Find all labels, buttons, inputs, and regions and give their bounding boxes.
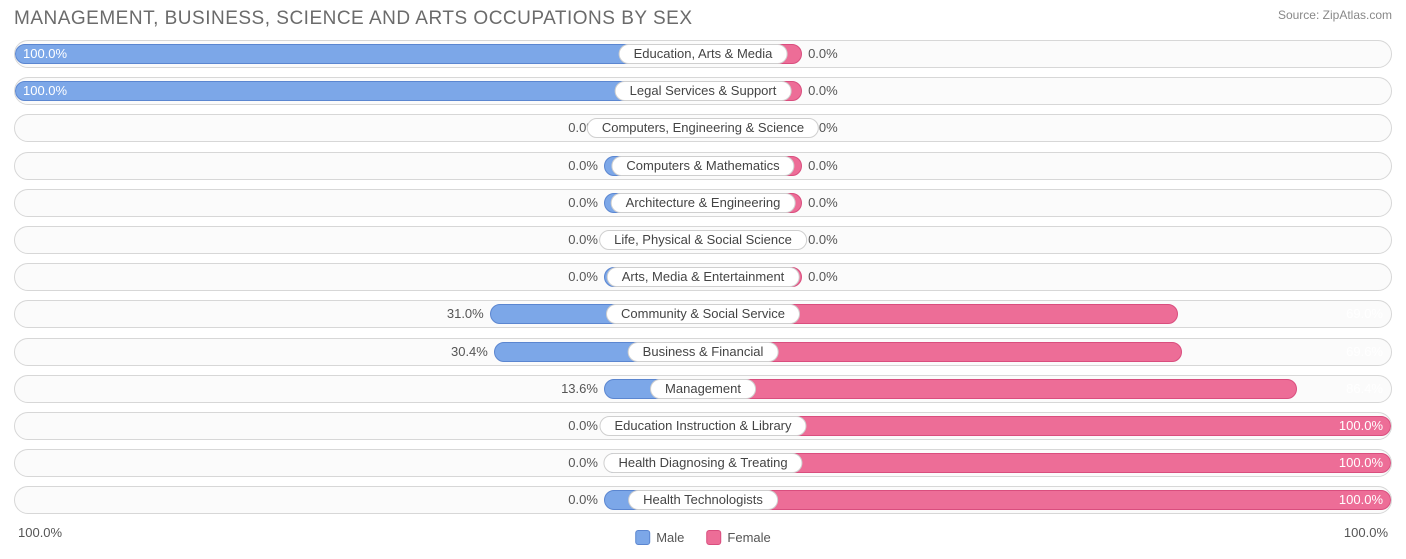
- category-label: Computers & Mathematics: [611, 156, 794, 176]
- male-value: 30.4%: [451, 339, 488, 365]
- chart-row: 100.0% 0.0% Legal Services & Support: [14, 77, 1392, 105]
- chart-row: 0.0% 100.0% Health Diagnosing & Treating: [14, 449, 1392, 477]
- chart-row: 0.0% 100.0% Education Instruction & Librar…: [14, 412, 1392, 440]
- chart-legend: Male Female: [635, 530, 771, 545]
- chart-row: 30.4% 69.6% Business & Financial: [14, 338, 1392, 366]
- category-label: Computers, Engineering & Science: [587, 118, 819, 138]
- female-bar: [703, 379, 1297, 399]
- male-value: 13.6%: [561, 376, 598, 402]
- category-label: Education, Arts & Media: [619, 44, 788, 64]
- male-value: 100.0%: [23, 78, 67, 104]
- female-value: 100.0%: [1339, 487, 1383, 513]
- female-value: 0.0%: [808, 78, 838, 104]
- axis-left-label: 100.0%: [18, 525, 62, 540]
- male-value: 0.0%: [568, 190, 598, 216]
- category-label: Education Instruction & Library: [599, 416, 806, 436]
- chart-row: 0.0% 0.0% Computers & Mathematics: [14, 152, 1392, 180]
- male-bar: [15, 81, 703, 101]
- chart-row: 100.0% 0.0% Education, Arts & Media: [14, 40, 1392, 68]
- legend-label-female: Female: [727, 530, 770, 545]
- chart-row: 0.0% 0.0% Architecture & Engineering: [14, 189, 1392, 217]
- category-label: Business & Financial: [628, 342, 779, 362]
- legend-item-male: Male: [635, 530, 684, 545]
- axis-right-label: 100.0%: [1344, 525, 1388, 540]
- male-value: 0.0%: [568, 227, 598, 253]
- male-value: 0.0%: [568, 264, 598, 290]
- chart-row: 31.0% 69.0% Community & Social Service: [14, 300, 1392, 328]
- chart-title: MANAGEMENT, BUSINESS, SCIENCE AND ARTS O…: [14, 8, 693, 30]
- legend-label-male: Male: [656, 530, 684, 545]
- occupations-by-sex-chart: MANAGEMENT, BUSINESS, SCIENCE AND ARTS O…: [0, 0, 1406, 559]
- chart-row: 13.6% 86.4% Management: [14, 375, 1392, 403]
- chart-header: MANAGEMENT, BUSINESS, SCIENCE AND ARTS O…: [14, 8, 1392, 30]
- category-label: Community & Social Service: [606, 304, 800, 324]
- female-value: 100.0%: [1339, 413, 1383, 439]
- female-bar: [703, 490, 1391, 510]
- chart-row: 0.0% 100.0% Health Technologists: [14, 486, 1392, 514]
- male-value: 0.0%: [568, 450, 598, 476]
- female-value: 0.0%: [808, 190, 838, 216]
- male-value: 0.0%: [568, 413, 598, 439]
- category-label: Health Diagnosing & Treating: [603, 453, 802, 473]
- male-value: 31.0%: [447, 301, 484, 327]
- legend-item-female: Female: [706, 530, 770, 545]
- chart-source: Source: ZipAtlas.com: [1278, 8, 1392, 22]
- female-bar: [703, 453, 1391, 473]
- female-swatch-icon: [706, 530, 721, 545]
- female-value: 86.4%: [1346, 376, 1383, 402]
- female-value: 100.0%: [1339, 450, 1383, 476]
- chart-row: 0.0% 0.0% Arts, Media & Entertainment: [14, 263, 1392, 291]
- male-value: 100.0%: [23, 41, 67, 67]
- female-value: 69.0%: [1346, 301, 1383, 327]
- female-value: 0.0%: [808, 153, 838, 179]
- category-label: Management: [650, 379, 756, 399]
- male-value: 0.0%: [568, 487, 598, 513]
- male-value: 0.0%: [568, 153, 598, 179]
- chart-row: 0.0% 0.0%Life, Physical & Social Science: [14, 226, 1392, 254]
- female-value: 0.0%: [808, 227, 838, 253]
- category-label: Legal Services & Support: [615, 81, 792, 101]
- female-value: 0.0%: [808, 264, 838, 290]
- category-label: Health Technologists: [628, 490, 778, 510]
- male-swatch-icon: [635, 530, 650, 545]
- male-bar: [15, 44, 703, 64]
- category-label: Arts, Media & Entertainment: [607, 267, 800, 287]
- category-label: Architecture & Engineering: [611, 193, 796, 213]
- chart-rows: 100.0%0.0%Education, Arts & Media100.0%0…: [14, 40, 1392, 514]
- chart-row: 0.0%0.0%Computers, Engineering & Science: [14, 114, 1392, 142]
- female-value: 0.0%: [808, 41, 838, 67]
- female-value: 69.6%: [1346, 339, 1383, 365]
- category-label: Life, Physical & Social Science: [599, 230, 807, 250]
